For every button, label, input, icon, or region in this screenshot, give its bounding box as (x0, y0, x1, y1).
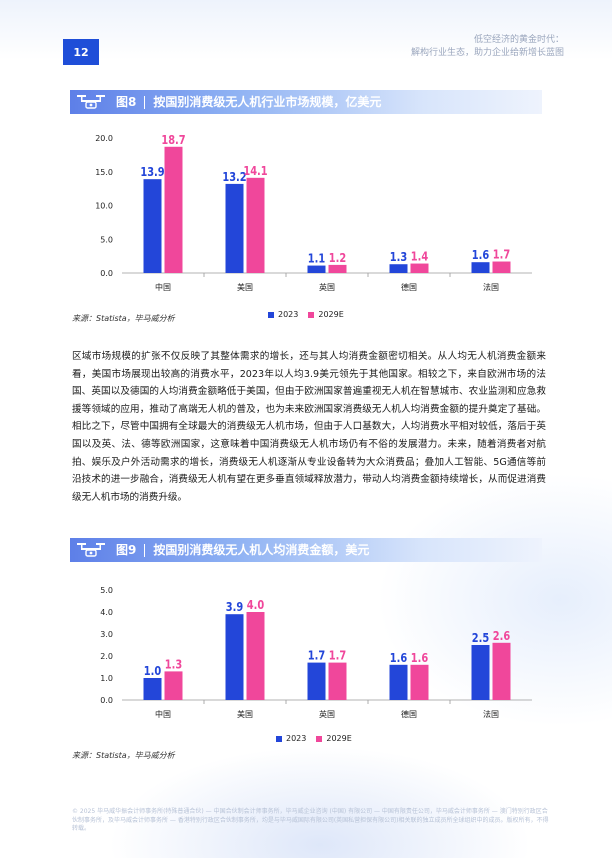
legend-label-2023: 2023 (278, 310, 299, 319)
x-tick-label: 德国 (401, 282, 417, 292)
drone-icon (77, 95, 105, 109)
data-label: 1.4 (411, 250, 429, 264)
data-label: 1.6 (472, 248, 490, 262)
data-label: 14.1 (243, 164, 267, 178)
figure8-source: 来源：Statista，毕马威分析 (72, 314, 175, 323)
body-paragraph: 区域市场规模的扩张不仅反映了其整体需求的增长，还与其人均消费金额密切相关。从人均… (72, 351, 546, 503)
data-label: 1.6 (390, 651, 408, 665)
bar-2023 (471, 262, 490, 273)
x-tick-label: 德国 (401, 709, 417, 719)
legend-label-2023: 2023 (286, 734, 307, 743)
x-tick-label: 美国 (237, 709, 253, 719)
bar-2029e (246, 612, 265, 700)
y-tick-label: 4.0 (100, 608, 113, 617)
data-label: 1.1 (308, 252, 325, 266)
figure8-legend: 2023 2029E (268, 310, 344, 319)
legend-swatch-2029e (308, 311, 315, 318)
data-label: 2.6 (493, 629, 511, 643)
legend-label-2029e: 2029E (318, 310, 344, 319)
x-tick-label: 中国 (155, 709, 171, 719)
data-label: 1.7 (308, 649, 325, 663)
legend-label-2029e: 2029E (326, 734, 352, 743)
bar-2029e (410, 664, 429, 700)
y-tick-label: 20.0 (95, 134, 113, 143)
data-label: 2.5 (472, 631, 489, 645)
figure8-chart: 0.0 5.0 10.0 15.0 20.0 中国 13.9 18.7 美国 13.214.1 英国… (95, 133, 532, 292)
bar-2023 (225, 183, 244, 273)
data-label: 4.0 (247, 598, 265, 612)
data-label: 18.7 (161, 133, 185, 147)
drone-icon (77, 543, 105, 557)
legend-item-2023: 2023 (276, 734, 306, 743)
figure9-label: 图9 按国别消费级无人机人均消费金额，美元 (116, 538, 369, 562)
y-tick-label: 15.0 (95, 168, 113, 177)
running-header-line2: 解构行业生态，助力企业给新增长蓝图 (410, 48, 564, 58)
bar-2029e (164, 146, 183, 273)
data-label: 1.7 (493, 248, 510, 262)
bar-2023 (143, 179, 162, 273)
running-header: 低空经济的黄金时代： 解构行业生态，助力企业给新增长蓝图 (411, 34, 564, 60)
y-tick-label: 2.0 (100, 652, 113, 661)
y-tick-label: 3.0 (100, 630, 113, 639)
data-label: 1.3 (165, 657, 182, 671)
bar-2029e (246, 177, 265, 273)
y-tick-label: 0.0 (100, 269, 113, 278)
y-tick-label: 0.0 (100, 696, 113, 705)
bar-2029e (410, 263, 429, 273)
figure8-label: 图8 按国别消费级无人机行业市场规模，亿美元 (116, 90, 381, 114)
figure9-number: 图9 (116, 543, 137, 557)
legend-item-2029e: 2029E (316, 734, 352, 743)
y-tick-label: 10.0 (95, 202, 113, 211)
page-number: 12 (63, 39, 99, 65)
running-header-line1: 低空经济的黄金时代： (473, 35, 564, 45)
figure9-separator (144, 544, 146, 557)
bar-2029e (492, 642, 511, 700)
x-tick-label: 英国 (319, 709, 335, 719)
figure8-title-bar: 图8 按国别消费级无人机行业市场规模，亿美元 (70, 90, 542, 114)
bar-2029e (492, 261, 511, 273)
x-tick-label: 英国 (319, 282, 335, 292)
bar-2029e (328, 662, 347, 700)
y-tick-label: 5.0 (100, 586, 113, 595)
data-label: 3.9 (226, 600, 243, 614)
bar-2023 (389, 664, 408, 700)
legend-item-2023: 2023 (268, 310, 298, 319)
data-label: 13.9 (140, 165, 164, 179)
bar-2023 (471, 645, 490, 700)
x-tick-label: 中国 (155, 282, 171, 292)
figure8-number: 图8 (116, 95, 137, 109)
figure9-title: 按国别消费级无人机人均消费金额，美元 (153, 543, 370, 557)
data-label: 1.2 (329, 251, 346, 265)
bar-2023 (307, 662, 326, 700)
y-tick-label: 1.0 (100, 674, 113, 683)
figure9-title-bar: 图9 按国别消费级无人机人均消费金额，美元 (70, 538, 542, 562)
bar-2029e (164, 671, 183, 700)
legend-swatch-2023 (268, 311, 274, 318)
data-label: 1.3 (390, 250, 407, 264)
figure9-source: 来源：Statista，毕马威分析 (72, 751, 175, 760)
bar-2029e (328, 264, 347, 273)
x-tick-label: 法国 (483, 709, 499, 719)
copyright-footer: © 2025 毕马威华振会计师事务所(特殊普通合伙) — 中国合伙制会计师事务所… (72, 808, 549, 832)
bar-2023 (143, 678, 162, 700)
data-label: 13.2 (222, 170, 246, 184)
figure8-title: 按国别消费级无人机行业市场规模，亿美元 (153, 95, 382, 109)
x-tick-label: 美国 (237, 282, 253, 292)
y-tick-label: 5.0 (100, 235, 113, 244)
data-label: 1.7 (329, 649, 346, 663)
figure9-legend: 2023 2029E (276, 734, 352, 743)
figure8-separator (144, 96, 146, 109)
bar-2023 (389, 264, 408, 273)
data-label: 1.0 (144, 664, 162, 678)
bar-2023 (307, 265, 326, 273)
bar-2023 (225, 614, 244, 700)
legend-item-2029e: 2029E (308, 310, 344, 319)
x-tick-label: 法国 (483, 282, 499, 292)
legend-swatch-2029e (316, 735, 323, 742)
legend-swatch-2023 (276, 735, 282, 742)
data-label: 1.6 (411, 651, 429, 665)
